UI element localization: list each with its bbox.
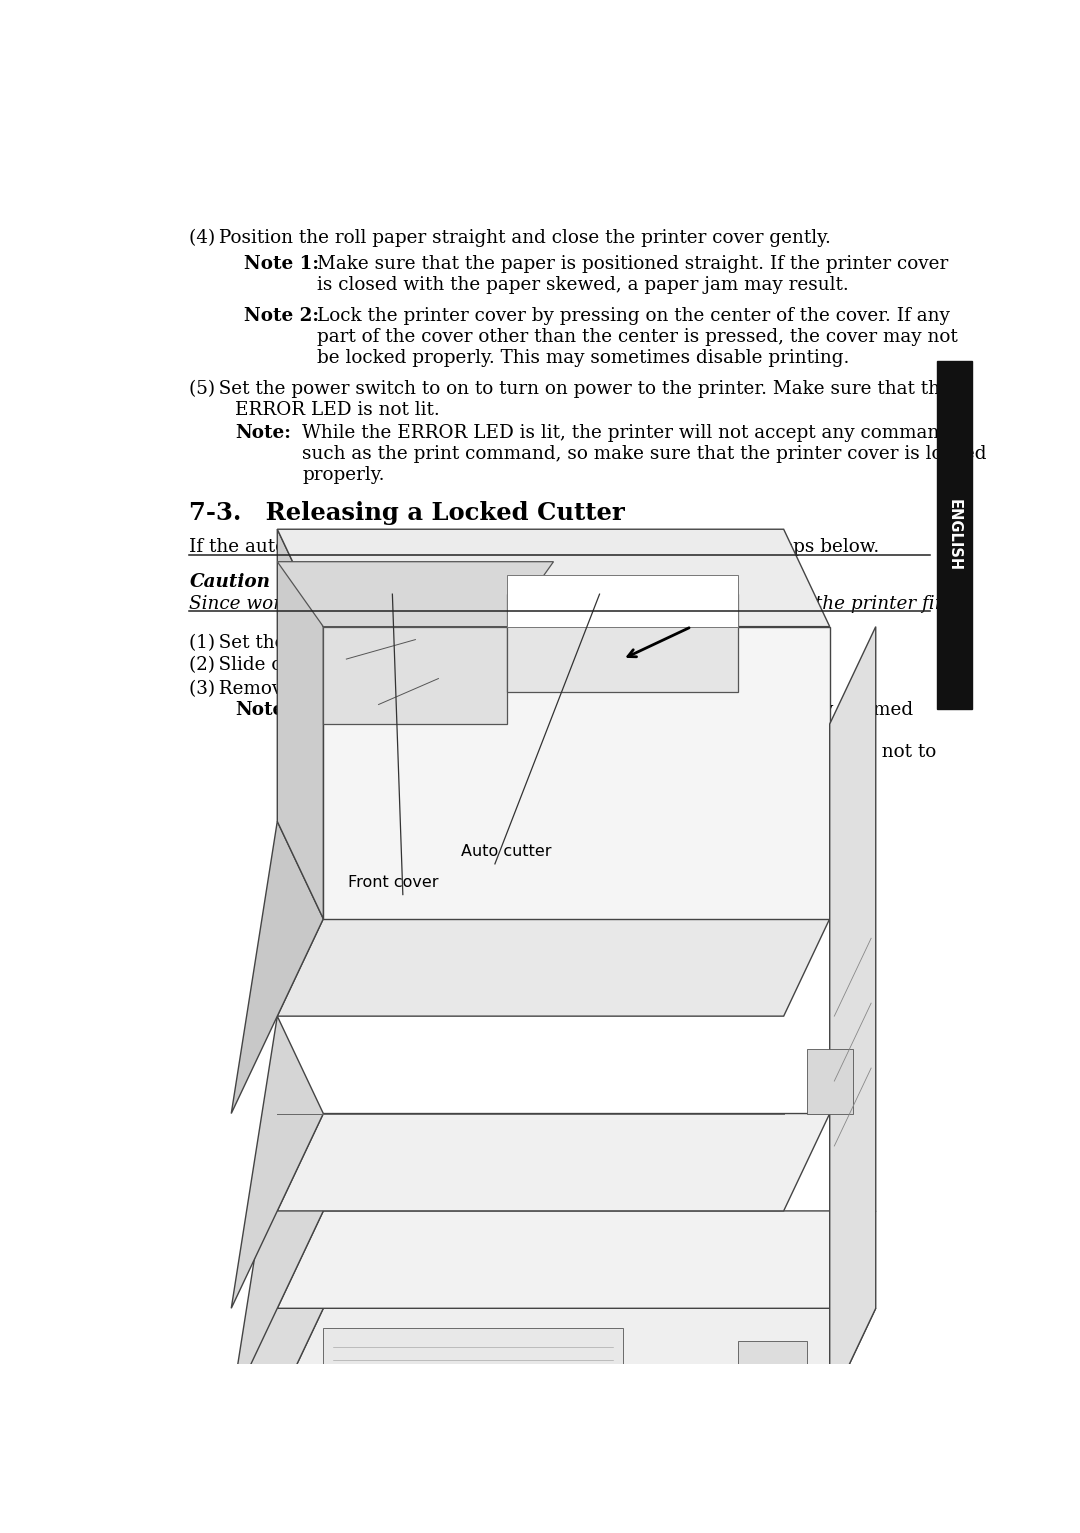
- Text: be locked properly. This may sometimes disable printing.: be locked properly. This may sometimes d…: [318, 350, 850, 368]
- Text: Since working on the cutter may be dangerous, be sure to turn off the printer fi: Since working on the cutter may be dange…: [189, 595, 967, 613]
- Polygon shape: [278, 1211, 876, 1308]
- Text: Caution: Caution: [189, 573, 270, 592]
- Text: touch it.: touch it.: [302, 765, 380, 783]
- Polygon shape: [508, 595, 738, 691]
- Text: ENGLISH: ENGLISH: [947, 500, 962, 572]
- Polygon shape: [278, 561, 554, 627]
- Text: 7-3. Releasing a Locked Cutter: 7-3. Releasing a Locked Cutter: [189, 501, 625, 526]
- Text: – 17 –: – 17 –: [527, 1338, 580, 1357]
- Polygon shape: [323, 1328, 622, 1374]
- Text: Be careful not to damage the printer while removing any jammed: Be careful not to damage the printer whi…: [302, 701, 914, 719]
- Text: (1) Set the power switch to OFF to turn off the printer.: (1) Set the power switch to OFF to turn …: [189, 633, 699, 652]
- Text: paper.: paper.: [302, 722, 361, 740]
- Polygon shape: [278, 529, 829, 627]
- Polygon shape: [231, 1016, 323, 1308]
- Polygon shape: [231, 1211, 323, 1406]
- Text: Lock the printer cover by pressing on the center of the cover. If any: Lock the printer cover by pressing on th…: [318, 307, 950, 325]
- Polygon shape: [231, 1113, 323, 1406]
- Polygon shape: [323, 627, 829, 918]
- Text: is closed with the paper skewed, a paper jam may result.: is closed with the paper skewed, a paper…: [318, 276, 849, 294]
- Text: Front cover: Front cover: [349, 875, 438, 889]
- Text: properly.: properly.: [302, 466, 384, 484]
- Polygon shape: [278, 1113, 829, 1211]
- Text: Make sure that the paper is positioned straight. If the printer cover: Make sure that the paper is positioned s…: [318, 254, 948, 273]
- Polygon shape: [323, 627, 508, 724]
- Text: Auto cutter: Auto cutter: [461, 845, 552, 858]
- Text: Note 1:: Note 1:: [244, 254, 319, 273]
- Text: If the auto cutter locks up or fails to cut the paper, follow the steps below.: If the auto cutter locks up or fails to …: [189, 538, 879, 556]
- Text: Note:: Note:: [235, 701, 292, 719]
- Polygon shape: [278, 918, 829, 1016]
- Text: Since the thermal print head is particularly sensitive, be sure not to: Since the thermal print head is particul…: [302, 744, 936, 762]
- Polygon shape: [231, 822, 323, 1113]
- Text: such as the print command, so make sure that the printer cover is locked: such as the print command, so make sure …: [302, 445, 987, 463]
- Polygon shape: [508, 575, 738, 627]
- Polygon shape: [829, 627, 876, 1406]
- Polygon shape: [738, 1341, 807, 1392]
- Text: (4) Position the roll paper straight and close the printer cover gently.: (4) Position the roll paper straight and…: [189, 228, 832, 247]
- Polygon shape: [807, 1049, 853, 1113]
- Text: While the ERROR LED is lit, the printer will not accept any commands: While the ERROR LED is lit, the printer …: [302, 423, 961, 442]
- Text: Note:: Note:: [235, 423, 292, 442]
- Polygon shape: [278, 529, 323, 918]
- Bar: [936, 360, 972, 710]
- Text: (2) Slide off the front cover to reveal the auto cutter.: (2) Slide off the front cover to reveal …: [189, 656, 678, 675]
- Text: ERROR LED is not lit.: ERROR LED is not lit.: [235, 402, 441, 419]
- Text: part of the cover other than the center is pressed, the cover may not: part of the cover other than the center …: [318, 328, 958, 346]
- Text: Note 2:: Note 2:: [244, 307, 319, 325]
- Text: (5) Set the power switch to on to turn on power to the printer. Make sure that t: (5) Set the power switch to on to turn o…: [189, 380, 951, 399]
- Text: (3) Remove any jammed paper.: (3) Remove any jammed paper.: [189, 679, 476, 698]
- Polygon shape: [278, 1308, 876, 1406]
